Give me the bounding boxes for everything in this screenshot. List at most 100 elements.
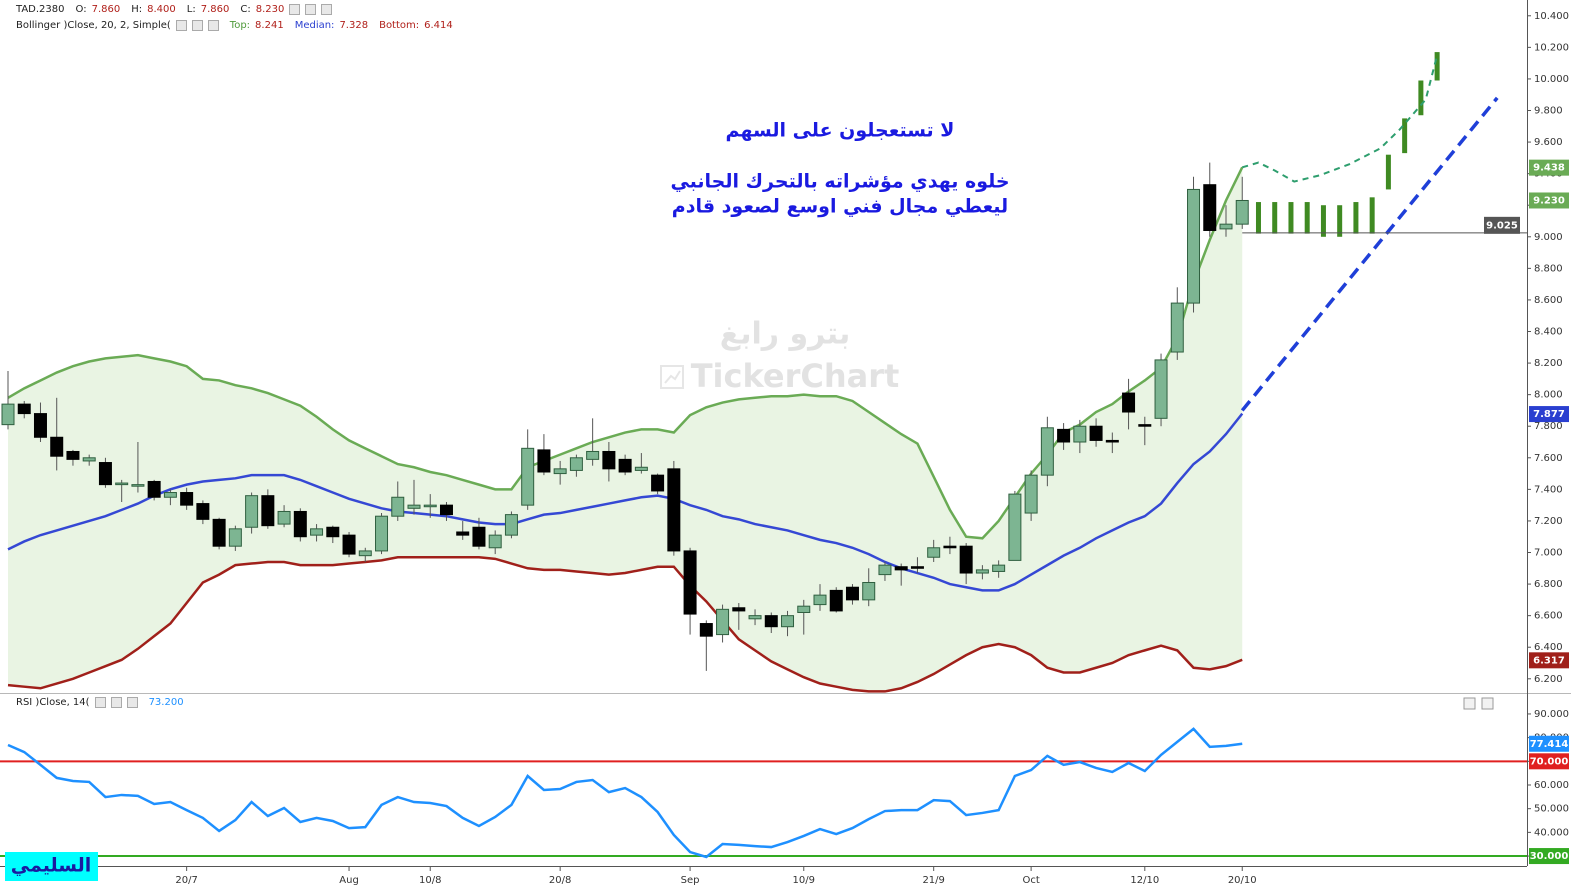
x-tick-label: Sep bbox=[681, 875, 700, 886]
ohlc-value: 7.860 bbox=[200, 4, 230, 15]
indicator-label: Median: bbox=[294, 20, 335, 31]
y-tick-label: 7.600 bbox=[1534, 453, 1563, 464]
y-tick-label: 9.800 bbox=[1534, 106, 1563, 117]
legend-icon[interactable] bbox=[289, 4, 301, 15]
price-tag-label: 9.438 bbox=[1533, 163, 1565, 174]
candle-body bbox=[439, 504, 453, 516]
legend-icon[interactable] bbox=[305, 4, 317, 15]
candle-body bbox=[959, 545, 973, 574]
y-tick-label: 10.000 bbox=[1534, 74, 1569, 85]
y-tick-label: 8.200 bbox=[1534, 358, 1563, 369]
candle-body bbox=[196, 503, 210, 520]
indicator-name: Bollinger )Close, 20, 2, Simple( bbox=[16, 20, 171, 31]
candle-body bbox=[277, 510, 291, 525]
indicator-value: 8.241 bbox=[255, 20, 284, 31]
candle-body bbox=[569, 457, 583, 471]
level-tag bbox=[1529, 753, 1569, 770]
candle-body bbox=[1154, 359, 1168, 419]
pane-button[interactable] bbox=[1463, 697, 1476, 710]
candle-body bbox=[504, 514, 518, 536]
band-line bbox=[7, 166, 1244, 540]
candle-body bbox=[1235, 199, 1249, 225]
candle-body bbox=[1122, 392, 1136, 413]
rsi-line bbox=[7, 727, 1243, 859]
indicator-label: Top: bbox=[229, 20, 251, 31]
rsi-tag-label: 77.414 bbox=[1530, 739, 1569, 750]
candle-body bbox=[716, 608, 730, 636]
author: السليمي bbox=[11, 855, 91, 877]
candle-body bbox=[878, 564, 892, 576]
candle-body bbox=[1073, 425, 1087, 443]
watermark-icon bbox=[660, 365, 684, 389]
legend-icon[interactable] bbox=[94, 697, 106, 708]
level-tag-label: 30.000 bbox=[1530, 851, 1569, 862]
candle-body bbox=[1105, 439, 1119, 443]
legend-icon[interactable] bbox=[321, 4, 333, 15]
candle-body bbox=[927, 547, 941, 558]
forecast-bar bbox=[1402, 118, 1408, 154]
x-tick-label: 20/10 bbox=[1228, 875, 1257, 886]
watermark-text: بترو رابغ bbox=[720, 317, 851, 352]
price-tag-label: 7.877 bbox=[1533, 409, 1565, 420]
level-label: 9.025 bbox=[1486, 220, 1518, 231]
candle-body bbox=[488, 534, 502, 549]
candle-body bbox=[732, 607, 746, 612]
y-tick-label: 8.800 bbox=[1534, 263, 1563, 274]
price-tag-label: 9.230 bbox=[1533, 195, 1565, 206]
forecast-bar bbox=[1369, 197, 1375, 234]
ohlc-value: 8.230 bbox=[255, 4, 285, 15]
candle-body bbox=[407, 504, 421, 509]
candle-body bbox=[342, 534, 356, 555]
level-tag-label: 70.000 bbox=[1530, 756, 1569, 767]
candle-body bbox=[212, 518, 226, 547]
ohlc-label: L: bbox=[186, 4, 196, 15]
legend-icon[interactable] bbox=[110, 697, 122, 708]
legend-icon[interactable] bbox=[126, 697, 138, 708]
watermark-icon bbox=[664, 370, 681, 384]
candle-body bbox=[50, 436, 64, 457]
forecast-bar bbox=[1418, 80, 1424, 116]
candle-body bbox=[261, 495, 275, 527]
candle-body bbox=[634, 466, 648, 471]
legend-icon[interactable] bbox=[191, 20, 203, 31]
candle-body bbox=[82, 457, 96, 462]
y-tick-label: 6.800 bbox=[1534, 579, 1563, 590]
y-tick-label: 7.800 bbox=[1534, 421, 1563, 432]
candle-body bbox=[521, 447, 535, 506]
forecast-bar bbox=[1255, 202, 1261, 234]
candle-body bbox=[699, 623, 713, 637]
x-tick-label: 10/9 bbox=[793, 875, 815, 886]
candle-body bbox=[1089, 425, 1103, 441]
candle-body bbox=[180, 492, 194, 506]
y-tick-label: 8.400 bbox=[1534, 327, 1563, 338]
candle-body bbox=[1138, 424, 1152, 427]
candle-body bbox=[33, 413, 47, 438]
candle-body bbox=[1203, 184, 1217, 231]
candle-body bbox=[943, 545, 957, 549]
candle-body bbox=[472, 526, 486, 547]
candle-body bbox=[586, 450, 600, 460]
band-line bbox=[7, 412, 1244, 592]
candle-body bbox=[910, 566, 924, 569]
candle-body bbox=[1024, 474, 1038, 514]
pane-button[interactable] bbox=[1481, 697, 1494, 710]
candle-body bbox=[1040, 427, 1054, 476]
y-tick-label: 50.000 bbox=[1534, 804, 1569, 815]
price-tag bbox=[1529, 406, 1569, 423]
symbol: TAD.2380 bbox=[16, 4, 65, 15]
legend-icon[interactable] bbox=[207, 20, 219, 31]
candle-body bbox=[245, 495, 259, 528]
legend-icon[interactable] bbox=[175, 20, 187, 31]
y-tick-label: 60.000 bbox=[1534, 780, 1569, 791]
candle-body bbox=[1187, 188, 1201, 304]
annotation: لا تستعجلون على السهم bbox=[726, 120, 955, 142]
candle-body bbox=[553, 468, 567, 475]
forecast-bar bbox=[1320, 205, 1326, 237]
y-tick-label: 7.200 bbox=[1534, 516, 1563, 527]
candle-body bbox=[391, 496, 405, 517]
price-tag bbox=[1529, 159, 1569, 176]
candle-body bbox=[293, 510, 307, 538]
candle-body bbox=[147, 480, 161, 498]
y-tick-label: 6.600 bbox=[1534, 611, 1563, 622]
